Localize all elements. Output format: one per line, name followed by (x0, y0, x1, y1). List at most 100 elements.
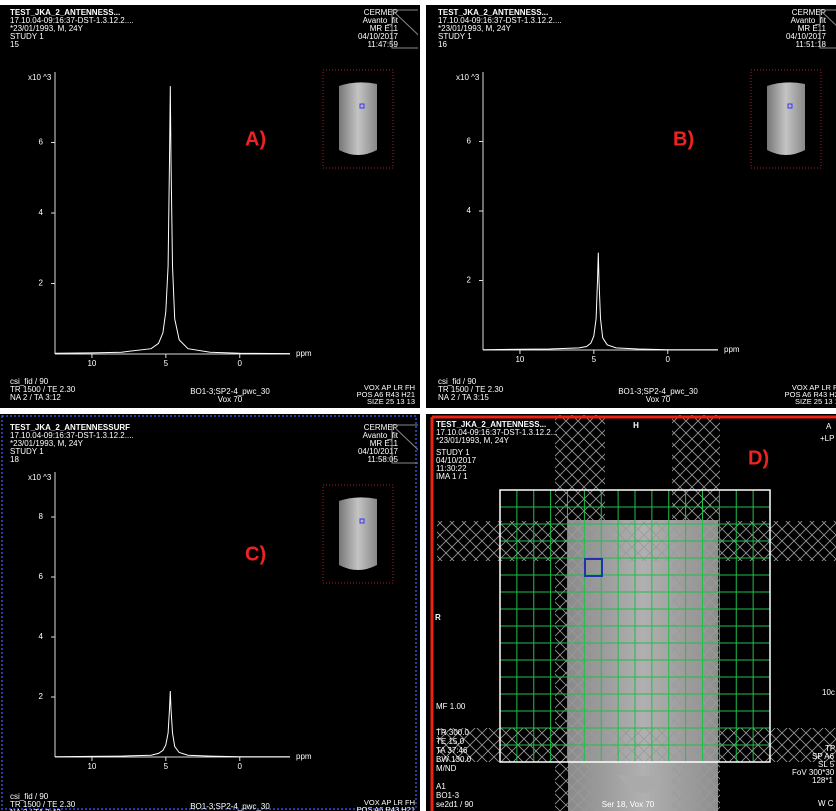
header: *23/01/1993, M, 24Y (10, 439, 84, 448)
param: M/ND (436, 764, 457, 773)
panel-label: C) (245, 543, 266, 565)
vox-row: VOX AP LR FH (364, 383, 415, 392)
spectrum-line (54, 690, 290, 758)
selected-voxel (584, 558, 603, 577)
y-unit: x10 ^3 (28, 73, 52, 82)
spectrum-panel: TEST_JKA_2_ANTENNESS...17.10.04-09:16:37… (10, 8, 418, 406)
y-tick-label: 2 (467, 276, 472, 285)
header: 17.10.04-09:16:37-DST-1.3.12.2.... (438, 16, 562, 25)
header: 04/10/2017 (358, 32, 399, 41)
header: Avanto_fit (363, 431, 399, 440)
header: 11:47:59 (367, 40, 398, 49)
y-tick-label: 2 (39, 279, 44, 288)
header: MR E11 (370, 439, 399, 448)
header: CERMEP (364, 423, 398, 432)
viewer-panel: TEST_JKA_2_ANTENNESS... 17.10.04-09:16:3… (428, 415, 836, 811)
x-tick-label: 0 (666, 355, 671, 364)
footer: BO1-3 (436, 791, 460, 800)
side-text: 128*1 (812, 776, 833, 785)
x-unit: ppm (724, 345, 740, 354)
y-tick-label: 4 (39, 208, 44, 217)
spectrum-panel: TEST_JKA_2_ANTENNESS...17.10.04-09:16:37… (438, 8, 836, 405)
x-unit: ppm (296, 349, 312, 358)
thumb-image (767, 82, 805, 155)
header: 17.10.04-09:16:37-DST-1.3.12.2... (436, 428, 557, 437)
side-text: SL 5 (818, 760, 835, 769)
header: 04/10/2017 (358, 447, 399, 456)
side-text: SP A6 (812, 752, 835, 761)
header: Avanto_fit (363, 16, 399, 25)
y-tick-label: 4 (39, 632, 44, 641)
header: 04/10/2017 (786, 32, 827, 41)
header: STUDY 1 (10, 447, 44, 456)
footer: TR 1500 / TE 2.30 (10, 800, 76, 809)
vox-row: VOX AP LR FH (364, 798, 415, 807)
header: 15 (10, 40, 19, 49)
header: 18 (10, 455, 19, 464)
x-tick-label: 10 (87, 359, 96, 368)
panel-label: B) (673, 128, 694, 150)
footer: csi_fid / 90 (10, 792, 49, 801)
x-tick-label: 10 (515, 355, 524, 364)
header: *23/01/1993, M, 24Y (438, 24, 512, 33)
footer: csi_fid / 90 (438, 377, 477, 386)
y-tick-label: 8 (39, 512, 44, 521)
y-unit: x10 ^3 (456, 73, 480, 82)
header: MR E11 (370, 24, 399, 33)
header: CERMEP (364, 8, 398, 17)
param: TR 300.0 (436, 728, 469, 737)
x-unit: ppm (296, 752, 312, 761)
vox-row: SIZE 25 13 13 (367, 397, 415, 406)
param: BW 130.0 (436, 755, 472, 764)
param: TE 15.0 (436, 737, 465, 746)
header: TEST_JKA_2_ANTENNESS... (436, 420, 546, 429)
side-text: FoV 300*30 (792, 768, 835, 777)
header: 16 (438, 40, 447, 49)
footer: BO1-3;SP2-4_pwc_30 (190, 802, 270, 811)
header: Avanto_fit (791, 16, 827, 25)
thumb-image (339, 497, 377, 570)
corner-diag (819, 9, 836, 26)
header: TEST_JKA_2_ANTENNESSURF (10, 423, 130, 432)
orientation: H (633, 421, 639, 430)
y-tick-label: 6 (39, 138, 44, 147)
header: 17.10.04-09:16:37-DST-1.3.12.2.... (10, 16, 134, 25)
footer: Vox 70 (218, 395, 243, 404)
header: STUDY 1 (438, 32, 472, 41)
x-tick-label: 5 (164, 762, 169, 771)
footer: NA 2 / TA 3:43 (10, 808, 61, 811)
footer: BO1-3;SP2-4_pwc_30 (618, 387, 698, 396)
x-tick-label: 5 (592, 355, 597, 364)
phantom-tip (618, 775, 663, 794)
spectrum-line (482, 252, 718, 351)
thumb-image (339, 82, 377, 155)
top-strip (0, 0, 836, 5)
thumb-voxel (359, 103, 365, 109)
zoom: MF 1.00 (436, 702, 466, 711)
header: 04/10/2017 (436, 456, 477, 465)
footer: NA 2 / TA 3:15 (438, 393, 489, 402)
y-unit: x10 ^3 (28, 473, 52, 482)
footer: A1 (436, 782, 446, 791)
footer: NA 2 / TA 3:12 (10, 393, 61, 402)
x-tick-label: 0 (238, 762, 243, 771)
vox-row: VOX AP LR FH (792, 383, 836, 392)
x-tick-label: 5 (164, 359, 169, 368)
footer: TR 1500 / TE 2.30 (438, 385, 504, 394)
footer: TR 1500 / TE 2.30 (10, 385, 76, 394)
footer: csi_fid / 90 (10, 377, 49, 386)
side-text: W C (818, 799, 834, 808)
spectrum-line (54, 86, 291, 355)
header: 11:51:18 (795, 40, 826, 49)
side-text: A (826, 422, 832, 431)
vox-row: POS A6 R43 H21 (785, 390, 836, 399)
header: CERMEP (792, 8, 826, 17)
vox-row: POS A6 R43 H21 (357, 390, 415, 399)
footer: se2d1 / 90 (436, 800, 474, 809)
footer: Vox 70 (646, 395, 671, 404)
param: TA 37:46 (436, 746, 468, 755)
thumb-voxel (787, 103, 793, 109)
orientation: R (435, 613, 441, 622)
header: STUDY 1 (10, 32, 44, 41)
